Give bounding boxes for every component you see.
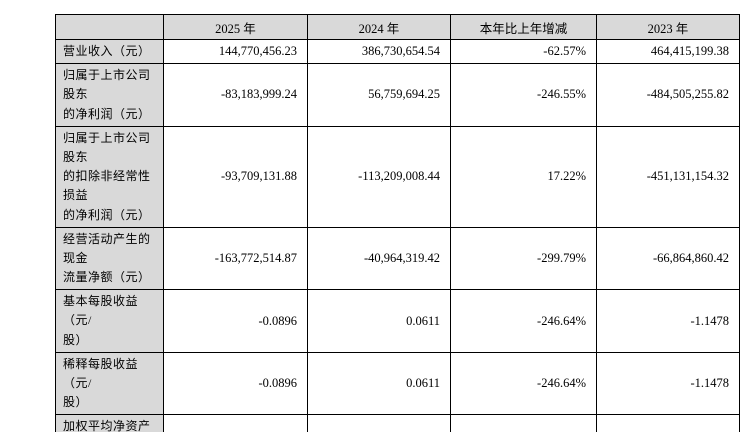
value-cell: -299.79% (450, 226, 597, 291)
value-cell: -0.0896 (163, 289, 308, 353)
row-label-cell: 基本每股收益（元/ 股） (55, 289, 164, 353)
row-label-cell: 稀释每股收益（元/ 股） (55, 351, 164, 416)
row-label-cell: 经营活动产生的现金 流量净额（元） (55, 226, 164, 291)
year-header-cell: 本年比上年增减 (450, 14, 597, 40)
value-cell: -24.66% (450, 414, 597, 432)
value-cell: -246.64% (450, 289, 597, 353)
row-label-cell: 归属于上市公司股东 的扣除非经常性损益 的净利润（元） (55, 125, 164, 228)
value-cell: 386,730,654.54 (307, 38, 451, 65)
value-cell: 56,759,694.25 (307, 63, 451, 127)
value-cell: 0.0611 (307, 351, 451, 416)
value-cell: 0.0611 (307, 289, 451, 353)
year-header-cell: 2025 年 (163, 14, 308, 40)
value-cell: -0.0896 (163, 351, 308, 416)
value-cell: -93,709,131.88 (163, 125, 308, 228)
value-cell: 464,415,199.38 (596, 38, 740, 65)
value-cell: -62.57% (450, 38, 597, 65)
table-row-net-profit: 归属于上市公司股东 的净利润（元） -83,183,999.24 56,759,… (55, 63, 740, 127)
value-cell: -309.55% (596, 414, 740, 432)
table-row-weighted-roe: 加权平均净资产收益 率 -9.34% 15.32% -24.66% -309.5… (55, 414, 740, 432)
value-cell: 17.22% (450, 125, 597, 228)
table-row-operating-cash-flow: 经营活动产生的现金 流量净额（元） -163,772,514.87 -40,96… (55, 226, 740, 291)
value-cell: -246.64% (450, 351, 597, 416)
row-label-cell: 营业收入（元） (55, 38, 164, 65)
table-row-revenue: 营业收入（元） 144,770,456.23 386,730,654.54 -6… (55, 38, 740, 65)
value-cell: -451,131,154.32 (596, 125, 740, 228)
value-cell: -484,505,255.82 (596, 63, 740, 127)
value-cell: 144,770,456.23 (163, 38, 308, 65)
year-header-cell: 2024 年 (307, 14, 451, 40)
corner-empty-cell (55, 14, 164, 40)
value-cell: -246.55% (450, 63, 597, 127)
value-cell: -9.34% (163, 414, 308, 432)
row-label-cell: 加权平均净资产收益 率 (55, 414, 164, 432)
value-cell: 15.32% (307, 414, 451, 432)
financial-summary-table: 2025 年 2024 年 本年比上年增减 2023 年 营业收入（元） 144… (55, 14, 740, 432)
table-row-diluted-eps: 稀释每股收益（元/ 股） -0.0896 0.0611 -246.64% -1.… (55, 351, 740, 416)
value-cell: -1.1478 (596, 289, 740, 353)
value-cell: -1.1478 (596, 351, 740, 416)
value-cell: -40,964,319.42 (307, 226, 451, 291)
table-row-deducted-net-profit: 归属于上市公司股东 的扣除非经常性损益 的净利润（元） -93,709,131.… (55, 125, 740, 228)
year-header-cell: 2023 年 (596, 14, 740, 40)
year-header-row: 2025 年 2024 年 本年比上年增减 2023 年 (55, 14, 740, 40)
value-cell: -113,209,008.44 (307, 125, 451, 228)
value-cell: -83,183,999.24 (163, 63, 308, 127)
value-cell: -163,772,514.87 (163, 226, 308, 291)
row-label-cell: 归属于上市公司股东 的净利润（元） (55, 63, 164, 127)
table-row-basic-eps: 基本每股收益（元/ 股） -0.0896 0.0611 -246.64% -1.… (55, 289, 740, 353)
value-cell: -66,864,860.42 (596, 226, 740, 291)
